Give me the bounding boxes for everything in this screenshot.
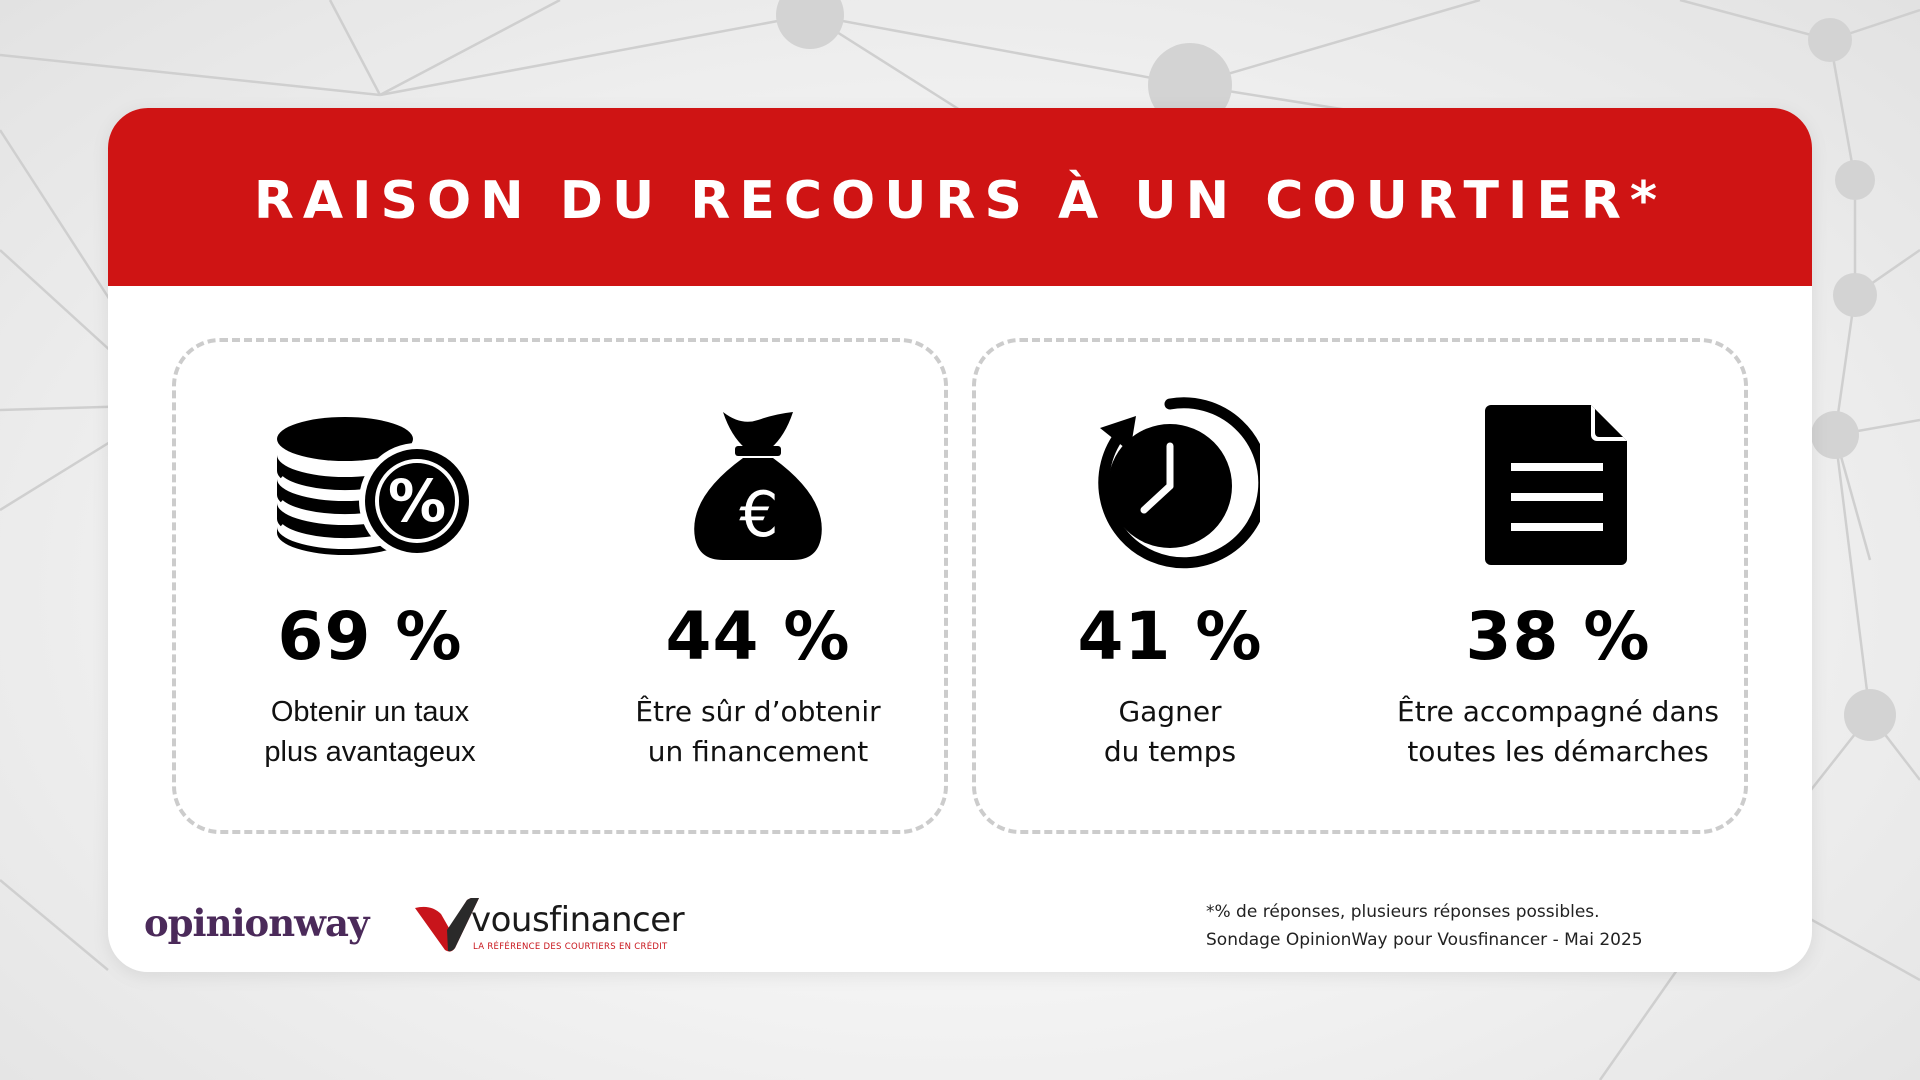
stat-card-time: 41 % Gagner du temps <box>976 342 1364 830</box>
stat-card-support: 38 % Être accompagné dans toutes les dém… <box>1364 342 1752 830</box>
stat-value: 44 % <box>665 598 851 675</box>
stats-group-left: % 69 % Obtenir un taux plus avantageux <box>172 338 948 834</box>
stat-label: Gagner du temps <box>1103 695 1237 768</box>
infographic-card: RAISON DU RECOURS À UN COURTIER* <box>108 108 1812 972</box>
vousfinancer-logo-tagline: LA RÉFÉRENCE DES COURTIERS EN CRÉDIT <box>473 942 668 952</box>
stat-card-rate: % 69 % Obtenir un taux plus avantageux <box>176 342 564 830</box>
page-title: RAISON DU RECOURS À UN COURTIER* <box>253 171 1667 231</box>
stat-value: 69 % <box>277 598 463 675</box>
footnote: *% de réponses, plusieurs réponses possi… <box>1206 898 1766 954</box>
stat-card-financing: € 44 % Être sûr d’obtenir un financement <box>564 342 952 830</box>
footnote-line: *% de réponses, plusieurs réponses possi… <box>1206 902 1600 922</box>
stat-label: Être sûr d’obtenir un financement <box>635 695 881 768</box>
title-banner: RAISON DU RECOURS À UN COURTIER* <box>108 108 1812 286</box>
stat-label: Obtenir un taux plus avantageux <box>264 696 476 768</box>
vousfinancer-logo-name: vousfinancer <box>471 900 685 940</box>
footnote-line: Sondage OpinionWay pour Vousfinancer - M… <box>1206 930 1643 950</box>
document-icon <box>1364 398 1752 570</box>
svg-text:%: % <box>388 467 446 535</box>
vousfinancer-v-icon <box>415 898 479 952</box>
vousfinancer-logo: vousfinancer LA RÉFÉRENCE DES COURTIERS … <box>413 898 685 958</box>
stats-group-right: 41 % Gagner du temps 38 % Être accompagn <box>972 338 1748 834</box>
stat-label: Être accompagné dans toutes les démarche… <box>1397 695 1719 768</box>
stat-value: 41 % <box>1077 598 1263 675</box>
coins-percent-icon: % <box>176 398 564 570</box>
svg-text:€: € <box>739 478 778 551</box>
clock-icon <box>976 397 1364 570</box>
opinionway-logo: opinionway <box>144 901 369 945</box>
money-bag-euro-icon: € <box>564 398 952 570</box>
stat-value: 38 % <box>1465 598 1651 675</box>
